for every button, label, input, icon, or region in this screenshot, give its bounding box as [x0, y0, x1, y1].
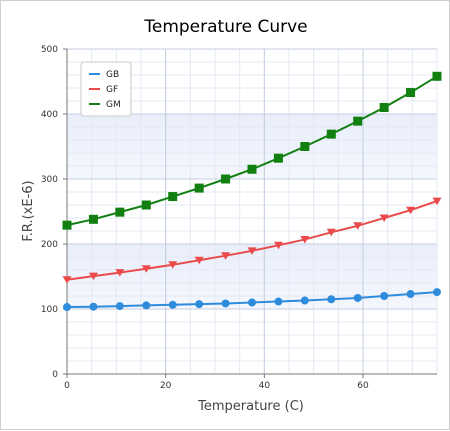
series-gm	[62, 71, 442, 230]
data-point	[379, 214, 389, 222]
series-layer	[62, 71, 442, 312]
y-tick-label: 200	[41, 240, 58, 250]
data-point	[221, 299, 230, 308]
x-tick-label: 60	[357, 381, 369, 391]
data-point	[63, 303, 71, 312]
data-point	[326, 129, 336, 139]
x-axis-title: Temperature (C)	[197, 399, 304, 414]
tick-labels: 0 100 200 300 400 500 0 20 40 60	[41, 45, 369, 391]
data-point	[300, 142, 310, 151]
data-point	[141, 200, 151, 210]
data-point	[115, 302, 124, 311]
data-point	[247, 164, 257, 174]
x-tick-label: 20	[160, 381, 172, 391]
legend-box	[80, 61, 132, 117]
chart-title: Temperature Curve	[143, 17, 307, 37]
data-point	[221, 252, 231, 260]
data-point	[326, 228, 336, 237]
data-point	[380, 292, 389, 300]
data-point	[406, 290, 415, 299]
data-point	[300, 296, 309, 305]
data-point	[195, 300, 204, 309]
data-point	[194, 183, 204, 193]
data-point	[168, 192, 178, 202]
data-point	[221, 174, 231, 184]
data-point	[327, 295, 336, 304]
legend-entry-gb: GB	[106, 70, 119, 80]
plot-background	[67, 49, 437, 374]
data-point	[115, 269, 125, 277]
data-point	[433, 288, 441, 297]
data-point	[273, 153, 283, 163]
data-point	[273, 241, 283, 250]
data-point	[248, 298, 256, 307]
series-gf	[62, 197, 442, 284]
axes	[66, 49, 437, 375]
data-point	[194, 256, 204, 265]
x-tick-label: 0	[64, 381, 70, 391]
y-tick-label: 100	[41, 305, 58, 315]
data-point	[274, 297, 283, 306]
plot-band	[67, 244, 437, 309]
data-point	[353, 116, 363, 126]
data-point	[115, 207, 125, 217]
data-point	[168, 300, 177, 309]
y-tick-label: 400	[41, 110, 58, 120]
y-tick-label: 300	[41, 175, 58, 185]
grid-lines	[66, 48, 438, 375]
y-axis-title: F.R.(xE-6)	[21, 180, 36, 241]
y-tick-label: 500	[41, 45, 58, 55]
data-point	[432, 71, 442, 81]
y-tick-label: 0	[52, 370, 58, 380]
data-point	[406, 88, 416, 98]
data-point	[141, 265, 151, 273]
legend-entry-gm: GM	[106, 100, 121, 110]
legend: GB GF GM	[80, 61, 132, 117]
data-point	[88, 272, 98, 281]
x-tick-label: 40	[259, 381, 271, 391]
data-point	[168, 261, 178, 269]
data-point	[432, 197, 442, 206]
data-point	[379, 103, 389, 112]
series-gb	[63, 288, 441, 312]
data-point	[353, 222, 363, 230]
data-point	[62, 276, 72, 284]
data-point	[142, 301, 151, 310]
data-point	[353, 293, 362, 302]
data-point	[247, 247, 257, 255]
data-point	[62, 220, 72, 230]
legend-entry-gf: GF	[106, 85, 118, 95]
data-point	[88, 214, 98, 224]
data-point	[300, 235, 310, 244]
data-point	[89, 302, 98, 311]
data-point	[406, 206, 416, 215]
